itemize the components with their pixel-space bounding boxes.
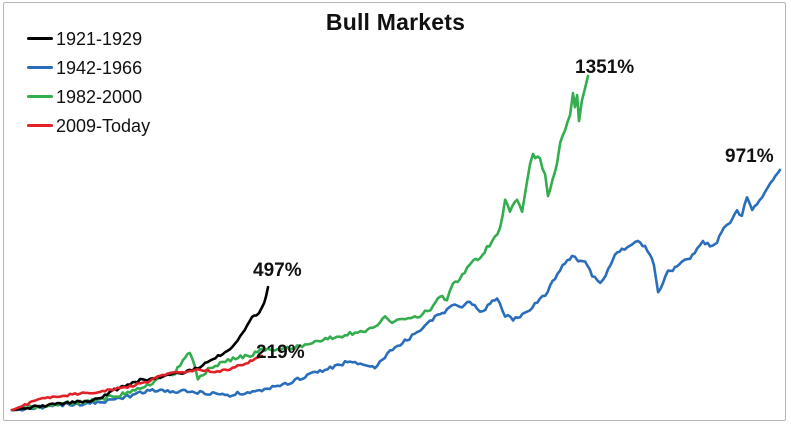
legend-label: 2009-Today <box>56 115 151 136</box>
chart-frame <box>3 2 786 421</box>
series-line-1982-2000 <box>10 74 590 412</box>
series-line-2009-today <box>10 354 264 412</box>
legend-item-1982-2000: 1982-2000 <box>27 82 150 111</box>
end-label-497pct: 497% <box>253 260 302 281</box>
legend-label: 1921-1929 <box>56 28 143 49</box>
series-line-1921-1929 <box>10 285 270 412</box>
legend-label: 1982-2000 <box>56 86 143 107</box>
end-label-219pct: 219% <box>256 342 305 363</box>
legend-swatch-icon <box>27 37 53 40</box>
legend-item-2009-today: 2009-Today <box>27 111 150 140</box>
chart-title: Bull Markets <box>325 9 466 35</box>
legend: 1921-1929 1942-1966 1982-2000 2009-Today <box>27 24 150 140</box>
legend-swatch-icon <box>27 124 53 127</box>
legend-swatch-icon <box>27 95 53 98</box>
legend-label: 1942-1966 <box>56 57 143 78</box>
legend-item-1921-1929: 1921-1929 <box>27 24 150 53</box>
legend-item-1942-1966: 1942-1966 <box>27 53 150 82</box>
end-label-1351pct: 1351% <box>575 57 635 78</box>
end-label-971pct: 971% <box>725 146 774 167</box>
series-line-1942-1966 <box>10 168 782 412</box>
legend-swatch-icon <box>27 66 53 69</box>
